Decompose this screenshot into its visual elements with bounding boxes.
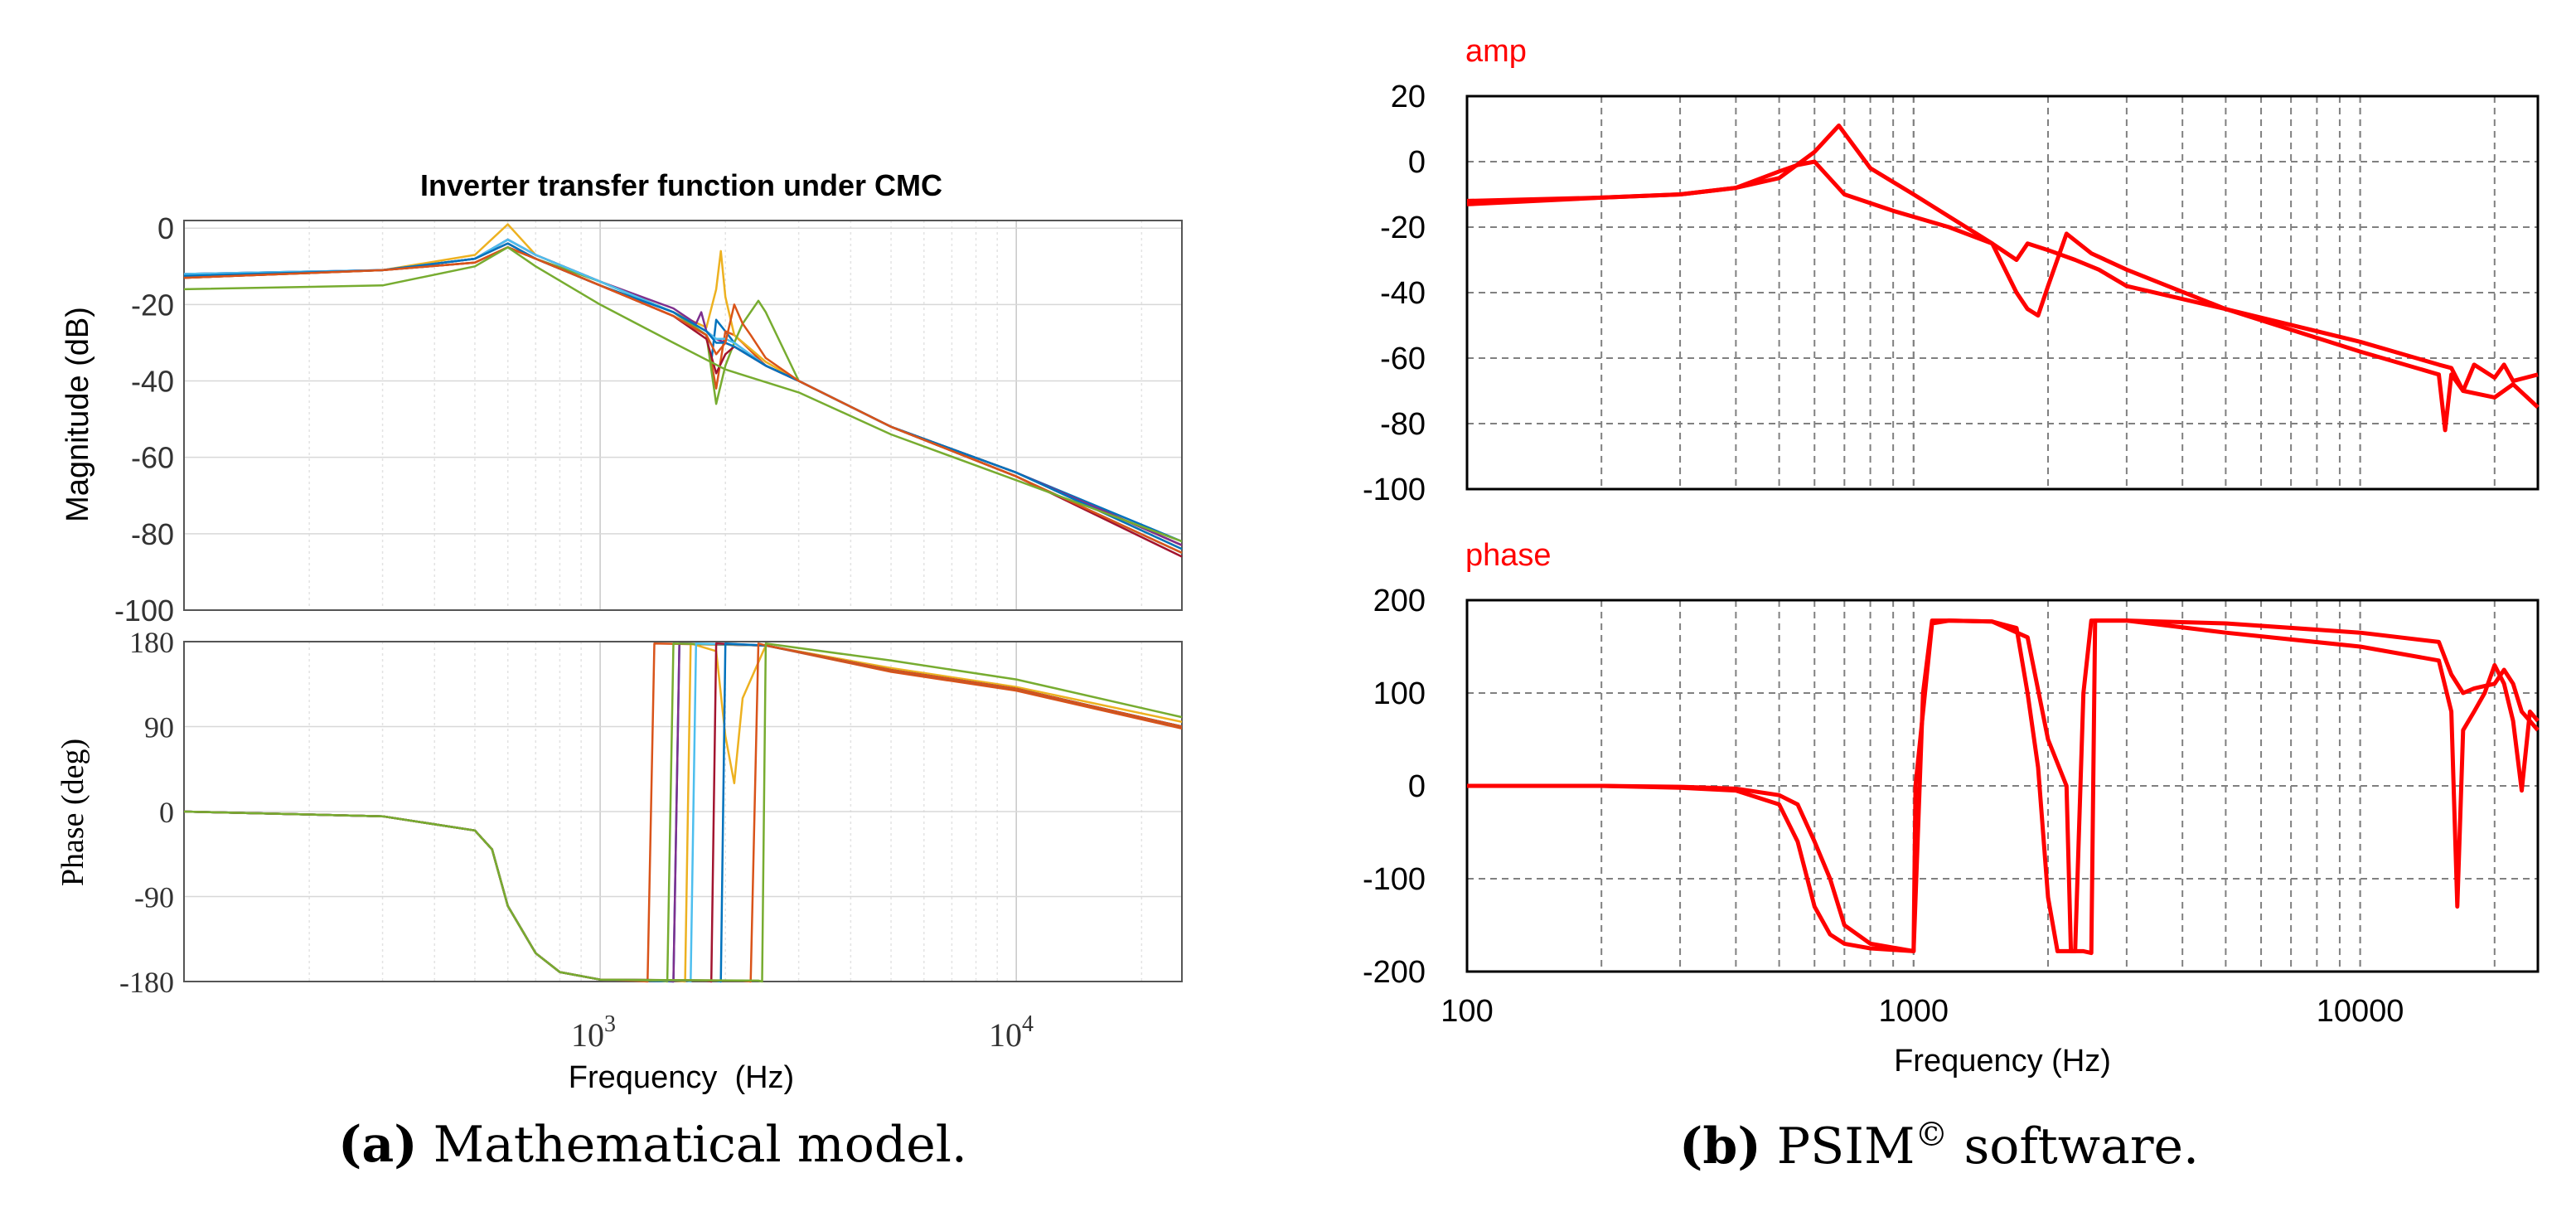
xtick-base: 10 bbox=[571, 1016, 604, 1054]
ytick-label: 100 bbox=[1373, 676, 1426, 711]
ytick-label: 0 bbox=[157, 211, 174, 245]
svg-text:103: 103 bbox=[571, 1011, 616, 1054]
panel-a-phase-series bbox=[183, 642, 1183, 983]
panel-a-caption: (a) Mathematical model. bbox=[338, 1116, 967, 1174]
ytick-label: 90 bbox=[144, 711, 174, 744]
series-line-trace2 bbox=[1467, 618, 2540, 956]
xtick-exp: 4 bbox=[1022, 1011, 1034, 1037]
series-line-s9 bbox=[183, 246, 1183, 555]
series-line-s10 bbox=[183, 642, 1183, 983]
panel-a-magnitude-axes bbox=[183, 220, 1183, 611]
panel-b-caption: (b) PSIM© software. bbox=[1679, 1116, 2199, 1175]
panel-b-amp-title: amp bbox=[1465, 34, 1527, 69]
ytick-label: -80 bbox=[131, 517, 174, 551]
ytick-label: -20 bbox=[1380, 211, 1426, 245]
panel-a-caption-label: (a) bbox=[338, 1116, 418, 1174]
ytick-label: 180 bbox=[129, 626, 174, 659]
xtick-label: 100 bbox=[1441, 994, 1493, 1029]
series-line-s2 bbox=[183, 642, 1183, 983]
panel-b-amp-axes bbox=[1465, 95, 2540, 491]
panel-a-caption-text: Mathematical model. bbox=[417, 1116, 967, 1174]
copyright-icon: © bbox=[1915, 1116, 1949, 1154]
panel-a-magnitude-yticks: 0 -20 -40 -60 -80 -100 bbox=[114, 211, 174, 628]
panel-b-phase-title: phase bbox=[1465, 538, 1552, 573]
panel-b-amp-yticks: 20 0 -20 -40 -60 -80 -100 bbox=[1363, 80, 1426, 507]
panel-a-magnitude-series bbox=[183, 223, 1183, 558]
panel-a-title: Inverter transfer function under CMC bbox=[420, 168, 942, 202]
xtick-base: 10 bbox=[989, 1016, 1022, 1054]
series-line-s7 bbox=[183, 246, 1183, 558]
panel-b-caption-text: PSIM bbox=[1760, 1117, 1915, 1175]
svg-text:104: 104 bbox=[989, 1011, 1034, 1054]
panel-b-caption-label: (b) bbox=[1679, 1117, 1761, 1175]
panel-a-xtick-1000: 103 bbox=[571, 1011, 616, 1054]
panel-b-caption-text-2: software. bbox=[1948, 1117, 2200, 1175]
series-line-s1 bbox=[183, 238, 1183, 543]
panel-a-phase-ylabel: Phase (deg) bbox=[56, 739, 90, 886]
ytick-label: -100 bbox=[1363, 862, 1426, 897]
series-line-trace2 bbox=[1466, 159, 2539, 393]
series-line-s2 bbox=[183, 242, 1183, 546]
ytick-label: -60 bbox=[131, 441, 174, 475]
ytick-label: -100 bbox=[114, 594, 174, 628]
panel-a-xlabel: Frequency (Hz) bbox=[569, 1060, 794, 1095]
panel-b-amp-grid bbox=[1467, 96, 2538, 489]
ytick-label: -80 bbox=[1380, 407, 1426, 442]
series-line-trace1 bbox=[1467, 618, 2540, 953]
ytick-label: 0 bbox=[1408, 769, 1426, 804]
ytick-label: -40 bbox=[1380, 276, 1426, 311]
panel-a-magnitude-grid bbox=[184, 221, 1182, 610]
series-line-trace1 bbox=[1466, 124, 2540, 433]
ytick-label: 20 bbox=[1391, 80, 1426, 114]
ytick-label: 0 bbox=[1408, 145, 1426, 180]
ytick-label: -200 bbox=[1363, 955, 1426, 990]
panel-b-xticks: 100 1000 10000 bbox=[1441, 994, 2404, 1029]
xtick-exp: 3 bbox=[604, 1011, 616, 1037]
panel-b-phase-traces bbox=[1467, 618, 2540, 956]
panel-a-magnitude-ylabel: Magnitude (dB) bbox=[61, 307, 95, 522]
panel-a-matlab-bode: Inverter transfer function under CMC 0 -2… bbox=[56, 168, 1183, 1095]
panel-a-phase-yticks: 180 90 0 -90 -180 bbox=[119, 626, 174, 999]
ytick-label: -100 bbox=[1363, 473, 1426, 507]
series-line-s8 bbox=[183, 242, 1183, 550]
series-line-s10 bbox=[183, 246, 1183, 543]
panel-b-amp-traces bbox=[1466, 124, 2540, 433]
panel-b-xlabel: Frequency (Hz) bbox=[1894, 1044, 2111, 1079]
panel-a-phase-grid bbox=[184, 642, 1182, 982]
xtick-label: 10000 bbox=[2317, 994, 2404, 1029]
panel-b-psim-bode: amp 200-20-40-60-80-100 phase 2001000-10… bbox=[1363, 34, 2540, 1079]
ytick-label: 0 bbox=[159, 796, 174, 829]
ytick-label: -20 bbox=[131, 288, 174, 322]
panel-b-phase-yticks: 200 100 0 -100 -200 bbox=[1363, 584, 1426, 990]
ytick-label: 200 bbox=[1373, 584, 1426, 618]
ytick-label: -40 bbox=[131, 365, 174, 399]
ytick-label: -60 bbox=[1380, 342, 1426, 376]
ytick-label: -90 bbox=[134, 881, 174, 914]
series-line-s5 bbox=[183, 246, 1183, 555]
xtick-label: 1000 bbox=[1879, 994, 1949, 1029]
panel-a-xtick-10000: 104 bbox=[989, 1011, 1034, 1054]
ytick-label: -180 bbox=[119, 966, 174, 999]
